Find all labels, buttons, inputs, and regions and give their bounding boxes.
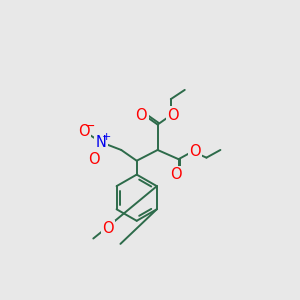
Text: O: O	[169, 167, 181, 182]
Text: −: −	[85, 120, 95, 134]
Text: O: O	[136, 108, 147, 123]
Text: O: O	[78, 124, 90, 139]
Text: O: O	[88, 152, 100, 167]
Text: +: +	[102, 132, 111, 142]
Text: O: O	[189, 144, 201, 159]
Text: O: O	[102, 221, 114, 236]
Text: N: N	[96, 135, 106, 150]
Text: O: O	[167, 108, 179, 123]
